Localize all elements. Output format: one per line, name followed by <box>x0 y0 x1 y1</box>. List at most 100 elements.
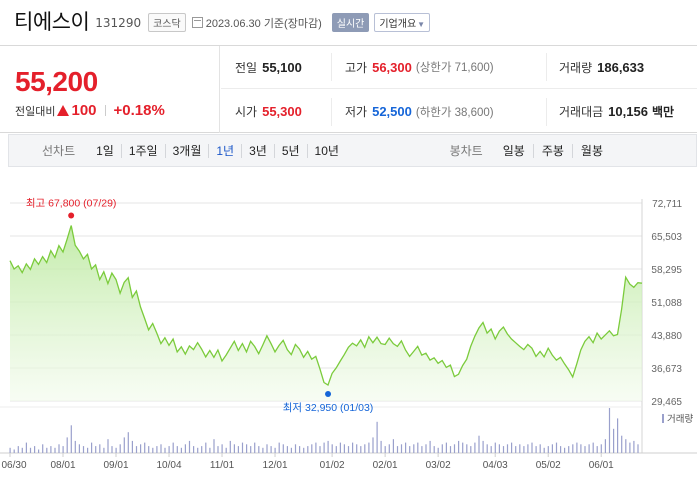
stock-header: 티에스이 131290 코스닥 2023.06.30 기준(장마감) 실시간 기… <box>0 0 697 42</box>
up-triangle-icon <box>57 105 70 116</box>
volume-bar <box>551 444 553 453</box>
amount-value: 10,156 <box>608 104 648 119</box>
volume-bar <box>233 444 235 453</box>
x-tick-label: 03/02 <box>426 460 451 471</box>
volume-bar <box>34 446 36 453</box>
period-tab[interactable]: 5년 <box>273 143 307 158</box>
calendar-icon <box>191 17 203 28</box>
y-tick-label: 72,711 <box>652 199 682 210</box>
y-tick-label: 36,673 <box>651 364 682 375</box>
volume-bar <box>315 442 317 453</box>
volume-bar <box>568 446 570 453</box>
volume-bar <box>119 444 121 453</box>
volume-bar <box>17 446 19 453</box>
volume-bar <box>42 444 44 453</box>
y-tick-label: 43,880 <box>651 331 682 342</box>
period-tab[interactable]: 3개월 <box>164 143 209 158</box>
volume-bar <box>576 442 578 453</box>
change-divider <box>104 105 106 116</box>
change-rate: +0.18% <box>113 102 165 119</box>
current-price: 55,200 <box>15 66 98 97</box>
volume-bar <box>511 442 513 453</box>
volume-bar <box>21 447 23 453</box>
volume-bar <box>433 446 435 453</box>
period-tab[interactable]: 3년 <box>241 143 274 158</box>
volume-bar <box>164 447 166 453</box>
volume-bar <box>515 446 517 453</box>
candle-period-tab[interactable]: 일봉 <box>502 143 525 158</box>
volume-bar <box>458 440 460 453</box>
volume-bar <box>527 444 529 453</box>
x-tick-label: 02/01 <box>373 460 398 471</box>
volume-bar <box>70 425 72 453</box>
low-marker <box>325 391 332 398</box>
volume-bar <box>115 447 117 453</box>
volume-bar <box>356 444 358 453</box>
volume-label: 거래량 <box>559 60 593 75</box>
volume-bar <box>188 440 191 453</box>
volume-bar <box>445 442 447 453</box>
volume-bar <box>184 444 186 453</box>
change-label: 전일대비 <box>15 105 56 118</box>
volume-bar <box>38 449 40 453</box>
period-tab[interactable]: 10년 <box>306 143 346 158</box>
x-tick-label: 01/02 <box>320 460 345 471</box>
period-tab[interactable]: 1주일 <box>120 143 165 158</box>
volume-bar <box>193 446 195 453</box>
price-summary: 55,200 전일대비 100 +0.18% 전일 55,100 고가 56,3… <box>0 45 697 133</box>
volume-bar <box>221 444 223 453</box>
realtime-button[interactable]: 실시간 <box>331 13 370 32</box>
volume-bar <box>629 442 631 453</box>
volume-bar <box>180 447 182 453</box>
volume-bar <box>400 444 403 453</box>
volume-bar <box>335 446 337 453</box>
high-value: 56,300 <box>372 59 412 75</box>
change-value: 100 <box>71 102 97 119</box>
low-label: 저가 <box>345 105 368 119</box>
volume-bar <box>494 442 496 453</box>
volume-bar <box>197 447 199 453</box>
volume-bar <box>152 447 154 453</box>
volume-legend: 거래량 <box>667 413 693 425</box>
volume-bar <box>392 439 394 453</box>
x-tick-label: 10/04 <box>157 460 182 471</box>
volume-bar <box>584 446 586 453</box>
x-tick-label: 06/01 <box>589 460 614 471</box>
volume-bar <box>135 446 138 453</box>
candle-period-tab[interactable]: 월봉 <box>571 143 611 158</box>
volume-bar <box>368 442 370 453</box>
price-chart[interactable]: 72,711 65,503 58,295 51,088 43,880 36,673 29,4… <box>0 170 697 484</box>
company-overview-label: 기업개요 <box>379 19 417 30</box>
chart-toolbar: 선차트 1일 1주일 3개월 1년 3년 5년 10년 봉차트 일봉 주봉 월봉 <box>8 134 697 167</box>
volume-bar <box>470 446 472 453</box>
volume-bar <box>319 446 321 453</box>
high-label: 고가 <box>345 60 368 75</box>
volume-bar <box>176 446 178 453</box>
volume-bar <box>123 437 125 453</box>
volume-bar <box>482 440 484 453</box>
volume-bar <box>50 446 52 453</box>
amount-unit: 백만 <box>651 105 675 119</box>
volume-bar <box>82 446 85 453</box>
volume-bar <box>523 446 525 453</box>
volume-bar <box>286 446 288 453</box>
volume-bar <box>608 408 611 453</box>
period-tab[interactable]: 1년 <box>208 143 241 158</box>
price-chart-svg[interactable]: 72,711 65,503 58,295 51,088 43,880 36,673 29,4… <box>0 170 697 484</box>
info-row-2: 시가 55,300 저가 52,500 (하한가 38,600) 거래대금 10… <box>221 90 697 133</box>
amount-label: 거래대금 <box>559 105 604 119</box>
stock-code: 131290 <box>95 16 142 30</box>
volume-bar <box>107 439 109 453</box>
x-tick-label: 04/03 <box>483 460 508 471</box>
volume-bar <box>87 447 89 453</box>
volume-bar <box>294 444 297 453</box>
volume-bar <box>421 446 423 453</box>
company-overview-button[interactable]: 기업개요▼ <box>374 13 431 32</box>
line-chart-label: 선차트 <box>42 144 76 158</box>
volume-bar <box>290 447 292 453</box>
candle-period-tab[interactable]: 주봉 <box>532 143 572 158</box>
volume-bar <box>160 444 162 453</box>
volume-bar <box>486 444 488 453</box>
low-value: 52,500 <box>372 104 412 119</box>
period-tab[interactable]: 1일 <box>96 143 114 158</box>
